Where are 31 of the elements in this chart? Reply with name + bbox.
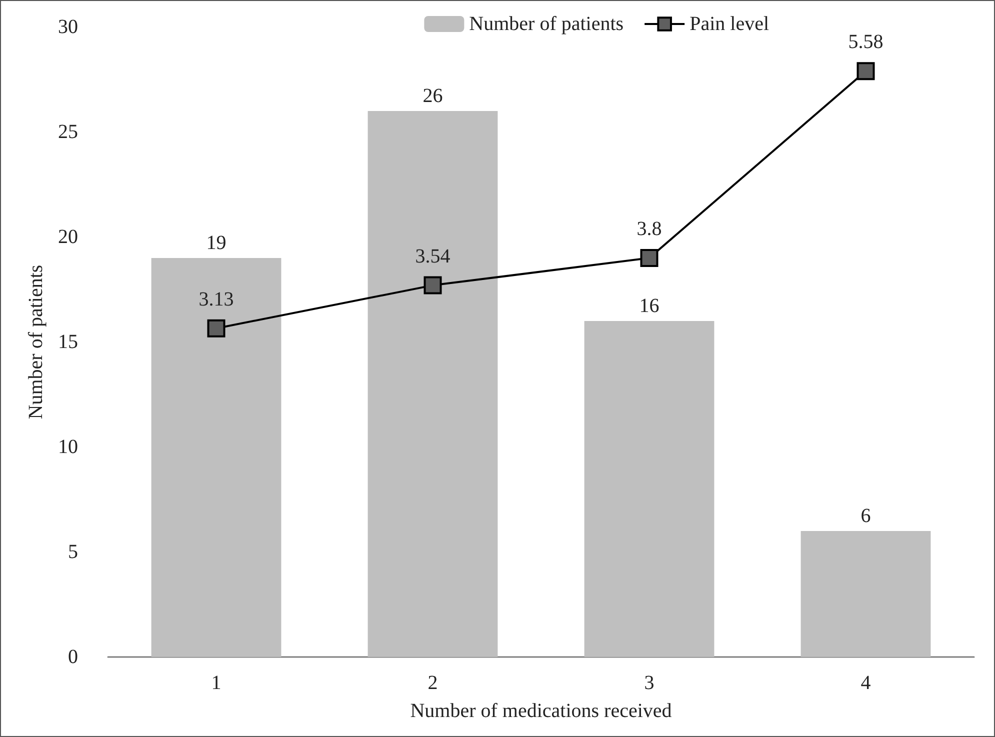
y-tick-label: 25 <box>58 121 78 143</box>
point <box>856 62 875 80</box>
y-axis-title: Number of patients <box>25 264 47 420</box>
legend-label: Pain level <box>690 13 770 35</box>
point <box>640 249 658 267</box>
x-tick-label: 2 <box>428 672 438 694</box>
y-tick-label: 15 <box>58 331 78 353</box>
data-label: 16 <box>639 295 660 317</box>
y-tick-label: 30 <box>58 16 78 38</box>
y-tick-label: 0 <box>68 646 78 668</box>
data-label: 6 <box>860 505 871 527</box>
data-label: 5.58 <box>848 31 884 54</box>
data-label: 26 <box>422 85 443 107</box>
point <box>207 319 226 338</box>
bar <box>800 531 931 657</box>
data-label: 3.13 <box>198 288 234 310</box>
bar <box>584 321 714 657</box>
y-tick-label: 20 <box>58 226 78 248</box>
point <box>424 276 442 294</box>
bar <box>368 111 498 657</box>
x-tick-label: 4 <box>860 672 871 694</box>
y-tick-label: 10 <box>58 436 78 458</box>
data-label: 3.8 <box>636 218 662 240</box>
legend-label: Number of patients <box>469 13 624 35</box>
bar <box>151 258 282 657</box>
data-label: 19 <box>206 232 226 254</box>
y-tick-label: 5 <box>68 541 78 563</box>
x-tick-label: 3 <box>644 672 654 694</box>
x-axis-title: Number of medications received <box>410 700 672 722</box>
data-label: 3.54 <box>415 245 450 268</box>
x-tick-label: 1 <box>211 672 222 694</box>
